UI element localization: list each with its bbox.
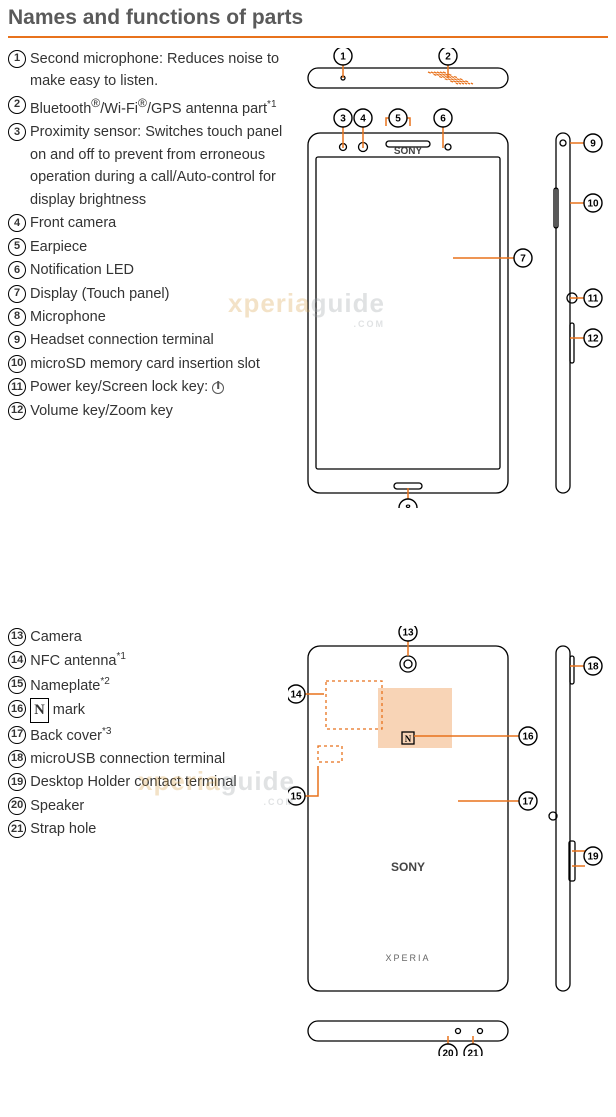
parts-list-item: 15Nameplate*2 — [8, 674, 288, 697]
item-label: Back cover*3 — [30, 724, 288, 747]
parts-list-item: 20Speaker — [8, 795, 288, 817]
item-number: 6 — [8, 261, 26, 279]
svg-text:13: 13 — [402, 628, 414, 639]
item-label: Notification LED — [30, 259, 288, 281]
parts-list-item: 7Display (Touch panel) — [8, 283, 288, 305]
parts-list-top: 1Second microphone: Reduces noise to mak… — [8, 48, 288, 422]
parts-list-item: 13Camera — [8, 626, 288, 648]
item-number: 20 — [8, 797, 26, 815]
parts-list-item: 3Proximity sensor: Switches touch panel … — [8, 121, 288, 211]
item-label: Camera — [30, 626, 288, 648]
svg-text:21: 21 — [467, 1049, 479, 1057]
svg-text:12: 12 — [587, 334, 599, 345]
svg-text:9: 9 — [590, 139, 596, 150]
item-label: Front camera — [30, 212, 288, 234]
item-label: microUSB connection terminal — [30, 748, 288, 770]
svg-text:2: 2 — [445, 52, 451, 63]
parts-list-item: 17Back cover*3 — [8, 724, 288, 747]
svg-text:XPERIA: XPERIA — [385, 953, 430, 963]
svg-text:15: 15 — [290, 792, 302, 803]
svg-text:8: 8 — [405, 504, 411, 509]
item-number: 14 — [8, 651, 26, 669]
svg-text:19: 19 — [587, 852, 599, 863]
item-number: 5 — [8, 238, 26, 256]
parts-list-bottom: 13Camera14NFC antenna*115Nameplate*216N … — [8, 626, 288, 841]
parts-list-item: 2Bluetooth®/Wi-Fi®/GPS antenna part*1 — [8, 94, 288, 120]
svg-text:5: 5 — [395, 114, 401, 125]
svg-text:SONY: SONY — [391, 860, 425, 874]
item-label: Display (Touch panel) — [30, 283, 288, 305]
svg-text:7: 7 — [520, 254, 526, 265]
item-number: 2 — [8, 96, 26, 114]
item-label: Microphone — [30, 306, 288, 328]
item-label: Desktop Holder contact terminal — [30, 771, 288, 793]
item-number: 10 — [8, 355, 26, 373]
item-number: 8 — [8, 308, 26, 326]
item-number: 1 — [8, 50, 26, 68]
item-label: Headset connection terminal — [30, 329, 288, 351]
title-rule — [8, 36, 608, 38]
item-label: NFC antenna*1 — [30, 649, 288, 672]
svg-text:N: N — [405, 734, 412, 744]
item-label: microSD memory card insertion slot — [30, 353, 288, 375]
parts-list-item: 12Volume key/Zoom key — [8, 400, 288, 422]
item-number: 15 — [8, 676, 26, 694]
item-label: Speaker — [30, 795, 288, 817]
item-label: Volume key/Zoom key — [30, 400, 288, 422]
item-number: 19 — [8, 773, 26, 791]
item-number: 16 — [8, 700, 26, 718]
parts-list-item: 4Front camera — [8, 212, 288, 234]
item-number: 9 — [8, 331, 26, 349]
top-block: 1Second microphone: Reduces noise to mak… — [8, 48, 608, 608]
svg-text:18: 18 — [587, 662, 599, 673]
item-label: Bluetooth®/Wi-Fi®/GPS antenna part*1 — [30, 94, 288, 120]
svg-text:16: 16 — [522, 732, 534, 743]
svg-text:10: 10 — [587, 199, 599, 210]
diagram-bottom: N SONY XPERIA 13 14 15 16 17 18 19 20 21 — [288, 626, 608, 1056]
item-number: 12 — [8, 402, 26, 420]
item-label: Second microphone: Reduces noise to make… — [30, 48, 288, 93]
item-label: Strap hole — [30, 818, 288, 840]
parts-list-item: 21Strap hole — [8, 818, 288, 840]
item-label: Power key/Screen lock key: — [30, 376, 288, 398]
item-number: 17 — [8, 726, 26, 744]
parts-list-item: 19Desktop Holder contact terminal — [8, 771, 288, 793]
svg-text:14: 14 — [290, 690, 302, 701]
parts-list-item: 5Earpiece — [8, 236, 288, 258]
item-number: 11 — [8, 378, 26, 396]
svg-text:1: 1 — [340, 52, 346, 63]
parts-list-item: 11Power key/Screen lock key: — [8, 376, 288, 398]
svg-text:11: 11 — [588, 294, 599, 305]
parts-list-item: 16N mark — [8, 698, 288, 722]
item-number: 4 — [8, 214, 26, 232]
item-number: 18 — [8, 750, 26, 768]
item-label: Earpiece — [30, 236, 288, 258]
svg-text:3: 3 — [340, 114, 346, 125]
parts-list-item: 10microSD memory card insertion slot — [8, 353, 288, 375]
item-number: 21 — [8, 820, 26, 838]
item-number: 7 — [8, 285, 26, 303]
parts-list-item: 18microUSB connection terminal — [8, 748, 288, 770]
svg-text:6: 6 — [440, 114, 446, 125]
parts-list-item: 9Headset connection terminal — [8, 329, 288, 351]
diagram-top: SONY123456789101112 — [288, 48, 608, 508]
svg-text:4: 4 — [360, 114, 366, 125]
parts-list-item: 14NFC antenna*1 — [8, 649, 288, 672]
power-icon — [212, 382, 224, 394]
parts-list-item: 6Notification LED — [8, 259, 288, 281]
svg-text:SONY: SONY — [394, 146, 423, 157]
parts-list-item: 1Second microphone: Reduces noise to mak… — [8, 48, 288, 93]
parts-list-item: 8Microphone — [8, 306, 288, 328]
svg-text:17: 17 — [522, 797, 534, 808]
item-number: 3 — [8, 123, 26, 141]
svg-text:20: 20 — [442, 1049, 454, 1057]
item-label: Proximity sensor: Switches touch panel o… — [30, 121, 288, 211]
page-title: Names and functions of parts — [8, 6, 608, 36]
item-label: Nameplate*2 — [30, 674, 288, 697]
bottom-block: 13Camera14NFC antenna*115Nameplate*216N … — [8, 626, 608, 1066]
item-label: N mark — [30, 698, 288, 722]
item-number: 13 — [8, 628, 26, 646]
